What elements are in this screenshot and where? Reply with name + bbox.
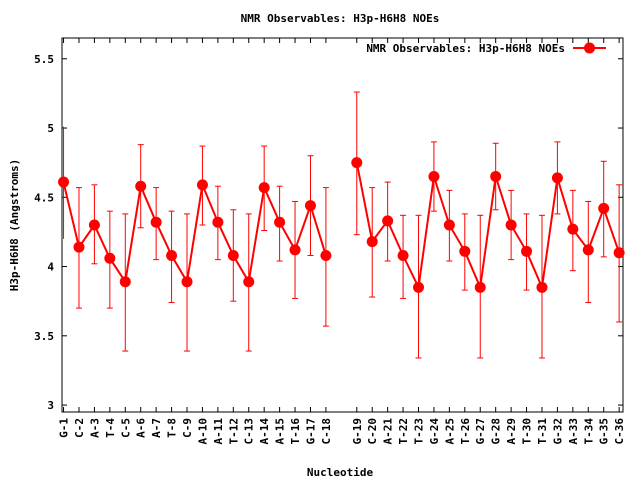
data-point <box>320 249 332 261</box>
x-tick-label: G-1 <box>58 418 71 438</box>
data-point <box>536 281 548 293</box>
y-tick-label: 5 <box>47 122 54 135</box>
x-tick-label: T-16 <box>289 418 302 445</box>
data-point <box>274 216 286 228</box>
x-tick-label: G-19 <box>351 418 364 445</box>
data-point <box>351 157 363 169</box>
y-axis-ticks: 3 3.5 4 4.5 5 5.5 <box>34 53 623 412</box>
x-tick-label: T-8 <box>166 418 179 438</box>
x-axis-label: Nucleotide <box>307 466 374 479</box>
data-point <box>135 180 147 192</box>
x-tick-label: T-31 <box>536 418 549 445</box>
data-point <box>474 281 486 293</box>
data-point <box>567 223 579 235</box>
data-point <box>382 215 394 227</box>
x-tick-label: A-6 <box>135 418 148 438</box>
x-tick-label: G-35 <box>598 418 611 445</box>
x-tick-label: A-15 <box>274 418 287 445</box>
data-point <box>505 219 517 231</box>
data-point <box>551 172 563 184</box>
x-tick-label: A-11 <box>212 418 225 445</box>
x-tick-label: T-34 <box>582 418 595 445</box>
data-point <box>166 249 178 261</box>
legend: NMR Observables: H3p-H6H8 NOEs <box>366 42 606 55</box>
x-tick-label: A-10 <box>196 418 209 445</box>
chart-title: NMR Observables: H3p-H6H8 NOEs <box>241 12 440 25</box>
y-tick-label: 4.5 <box>34 191 54 204</box>
data-point <box>490 171 502 183</box>
x-tick-label: G-17 <box>304 418 317 445</box>
x-tick-label: T-22 <box>397 418 410 445</box>
data-point <box>258 182 270 194</box>
y-tick-label: 5.5 <box>34 53 54 66</box>
data-point <box>212 216 224 228</box>
plot-frame <box>61 37 624 413</box>
x-tick-label: T-23 <box>413 418 426 445</box>
x-tick-label: G-24 <box>428 418 441 445</box>
data-point <box>88 219 100 231</box>
data-point <box>150 216 162 228</box>
x-tick-label: T-30 <box>521 418 534 445</box>
x-tick-label: A-3 <box>88 418 101 438</box>
x-tick-label: A-14 <box>258 418 271 445</box>
x-tick-label: A-25 <box>443 418 456 445</box>
x-tick-label: T-12 <box>227 418 240 445</box>
x-tick-label: C-9 <box>181 418 194 438</box>
y-tick-label: 3.5 <box>34 330 54 343</box>
data-point <box>459 245 471 257</box>
x-axis-ticks: G-1 C-2 A-3 T-4 C-5 A-6 A-7 T-8 C-9 A-10 A-11 T-12 C… <box>58 38 626 445</box>
x-tick-label: C-36 <box>613 418 626 445</box>
data-point <box>181 276 193 288</box>
x-tick-label: A-7 <box>150 418 163 438</box>
x-tick-label: C-5 <box>119 418 132 438</box>
y-tick-label: 3 <box>47 399 54 412</box>
data-point <box>104 252 116 264</box>
x-tick-label: C-13 <box>243 418 256 445</box>
x-tick-label: G-32 <box>551 418 564 445</box>
x-tick-label: C-20 <box>366 418 379 445</box>
data-point <box>613 247 625 259</box>
x-tick-label: A-33 <box>567 418 580 445</box>
data-point <box>397 249 409 261</box>
data-point <box>289 244 301 256</box>
x-tick-label: T-4 <box>104 418 117 438</box>
series-line <box>62 181 327 285</box>
x-tick-label: G-28 <box>490 418 503 445</box>
y-axis-label: H3p-H6H8 (Angstroms) <box>8 159 21 291</box>
data-point <box>119 276 131 288</box>
x-tick-label: A-29 <box>505 418 518 445</box>
legend-marker-sample <box>584 42 595 54</box>
series-points <box>58 157 625 293</box>
data-point <box>304 200 316 212</box>
x-tick-label: G-27 <box>474 418 487 445</box>
data-point <box>521 245 533 257</box>
x-tick-label: A-21 <box>382 418 395 445</box>
data-point <box>58 176 70 188</box>
data-point <box>73 241 85 253</box>
data-point <box>413 281 425 293</box>
legend-label: NMR Observables: H3p-H6H8 NOEs <box>366 42 565 55</box>
data-point <box>366 236 378 248</box>
data-point <box>196 179 208 191</box>
data-point <box>582 244 594 256</box>
error-bars <box>63 91 623 359</box>
x-tick-label: T-26 <box>459 418 472 445</box>
x-tick-label: C-2 <box>73 418 86 438</box>
y-tick-label: 4 <box>47 261 54 274</box>
data-point <box>227 249 239 261</box>
data-point <box>243 276 255 288</box>
data-point <box>428 171 440 183</box>
data-point <box>598 202 610 214</box>
series-line <box>355 162 621 291</box>
series-lines <box>62 162 621 291</box>
x-tick-label: C-18 <box>320 418 333 445</box>
data-point <box>443 219 455 231</box>
